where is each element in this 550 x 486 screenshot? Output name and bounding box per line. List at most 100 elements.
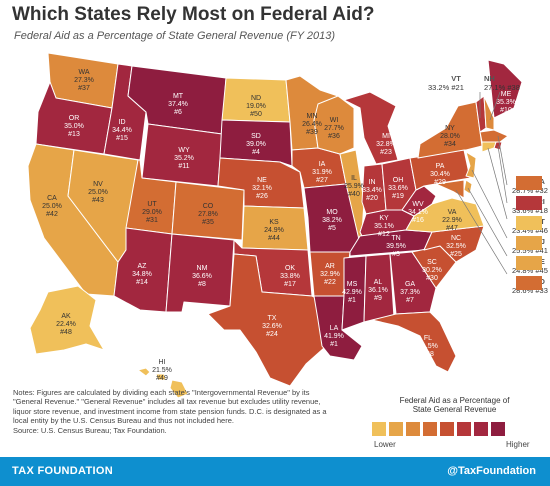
footer-handle[interactable]: @TaxFoundation [447,465,536,477]
state-label-KY-rank: #12 [378,231,390,238]
source-text: Source: U.S. Census Bureau; Tax Foundati… [13,425,167,435]
state-label-IA-name: IA [319,161,326,168]
callout-VT-rank: #21 [451,83,464,92]
state-label-MT-value: 37.4% [168,101,188,108]
footer-brand: TAX FOUNDATION [12,465,113,477]
callout-MA-swatch [516,176,542,190]
state-label-NC-rank: #25 [450,251,462,258]
callout-VT-value: 33.2% [428,83,450,92]
state-label-CA-rank: #42 [46,211,58,218]
state-label-CO-rank: #35 [202,219,214,226]
state-label-NE-value: 32.1% [252,185,272,192]
state-label-VA-value: 22.9% [442,217,462,224]
us-states-map: WA27.3%#37OR35.0%#13CA25.0%#42ID34.4%#15… [27,52,523,399]
state-label-FL-value: 31.5% [418,343,438,350]
state-label-NE-name: NE [257,177,267,184]
state-label-GA-name: GA [405,281,415,288]
state-label-WI-rank: #36 [328,133,340,140]
legend-low-label: Lower [374,440,396,449]
state-label-GA-value: 37.3% [400,289,420,296]
callout-NJ-swatch [516,236,542,250]
state-label-AR-rank: #22 [324,279,336,286]
state-label-NC-name: NC [451,235,461,242]
state-label-IN-rank: #20 [366,195,378,202]
state-label-OR-rank: #13 [68,131,80,138]
state-label-HI-name: HI [159,359,166,366]
state-label-HI-rank: #49 [156,375,168,382]
callout-DE-rank: #45 [535,266,548,275]
state-label-LA-name: LA [330,325,339,332]
callout-RI-rank: #18 [535,206,548,215]
state-label-AL-value: 36.1% [368,287,388,294]
state-label-LA-rank: #1 [330,341,338,348]
legend-swatch-5 [440,422,454,436]
state-label-WV-name: WV [412,201,424,208]
state-label-MT-name: MT [173,93,184,100]
footer-bar: TAX FOUNDATION @TaxFoundation [0,457,550,486]
state-label-ME-name: ME [501,91,512,98]
state-label-ME-value: 35.3% [496,99,516,106]
state-label-KS-value: 24.9% [264,227,284,234]
state-label-MN-rank: #39 [306,129,318,136]
callout-RI-swatch [516,196,542,210]
state-label-TN-name: TN [391,235,400,242]
legend-color-scale [372,422,505,436]
state-label-NY-rank: #34 [444,141,456,148]
state-label-NM-rank: #8 [198,281,206,288]
state-label-IN-name: IN [369,179,376,186]
state-label-PA-rank: #29 [434,179,446,186]
notes-text: Notes: Figures are calculated by dividin… [13,388,327,426]
state-label-ID-value: 34.4% [112,127,132,134]
state-label-MO-rank: #5 [328,225,336,232]
state-label-NY-name: NY [445,125,455,132]
map-subtitle: Federal Aid as a Percentage of State Gen… [14,30,336,42]
state-label-CO-name: CO [203,203,214,210]
state-label-IN-value: 33.4% [362,187,382,194]
state-WI [313,95,355,155]
state-label-PA-value: 30.4% [430,171,450,178]
callout-MA-rank: #32 [535,186,548,195]
state-label-UT-name: UT [147,201,157,208]
state-label-MO-name: MO [326,209,338,216]
state-label-AZ-name: AZ [138,263,148,270]
notes-block: Notes: Figures are calculated by dividin… [13,388,338,435]
state-label-OH-name: OH [393,177,404,184]
state-label-PA-name: PA [436,163,445,170]
legend-swatch-4 [423,422,437,436]
state-label-VA-rank: #47 [446,225,458,232]
legend-swatch-6 [457,422,471,436]
state-label-KY-name: KY [379,215,389,222]
state-label-ID-rank: #15 [116,135,128,142]
callout-MD-rank: #33 [535,286,548,295]
state-label-SC-name: SC [427,259,437,266]
state-label-AL-name: AL [374,279,383,286]
state-MA [479,129,509,143]
state-label-MS-value: 42.9% [342,289,362,296]
legend-swatch-1 [372,422,386,436]
callout-VT: VT 33.2% #21 [428,74,464,92]
state-label-WI-value: 27.7% [324,125,344,132]
state-label-KY-value: 35.1% [374,223,394,230]
state-label-HI-value: 21.5% [152,367,172,374]
state-label-SD-value: 39.0% [246,141,266,148]
callout-NH-rank: #38 [507,83,520,92]
state-labels: WA27.3%#37OR35.0%#13CA25.0%#42ID34.4%#15… [42,69,516,382]
callout-NH-value: 27.1% [484,83,506,92]
state-label-WY-value: 35.2% [174,155,194,162]
state-label-NM-value: 36.6% [192,273,212,280]
state-label-WA-rank: #37 [78,85,90,92]
legend-swatch-3 [406,422,420,436]
state-label-KS-name: KS [269,219,279,226]
legend-swatch-7 [474,422,488,436]
state-label-AZ-value: 34.8% [132,271,152,278]
state-label-MN-value: 26.4% [302,121,322,128]
state-label-NV-name: NV [93,181,103,188]
callout-RI-value: 33.6% [512,206,534,215]
state-label-NM-name: NM [197,265,208,272]
state-label-UT-value: 29.0% [142,209,162,216]
state-label-KS-rank: #44 [268,235,280,242]
state-label-MI-value: 32.8% [376,141,396,148]
state-label-NE-rank: #26 [256,193,268,200]
callout-MD-value: 28.6% [512,286,534,295]
state-label-AZ-rank: #14 [136,279,148,286]
